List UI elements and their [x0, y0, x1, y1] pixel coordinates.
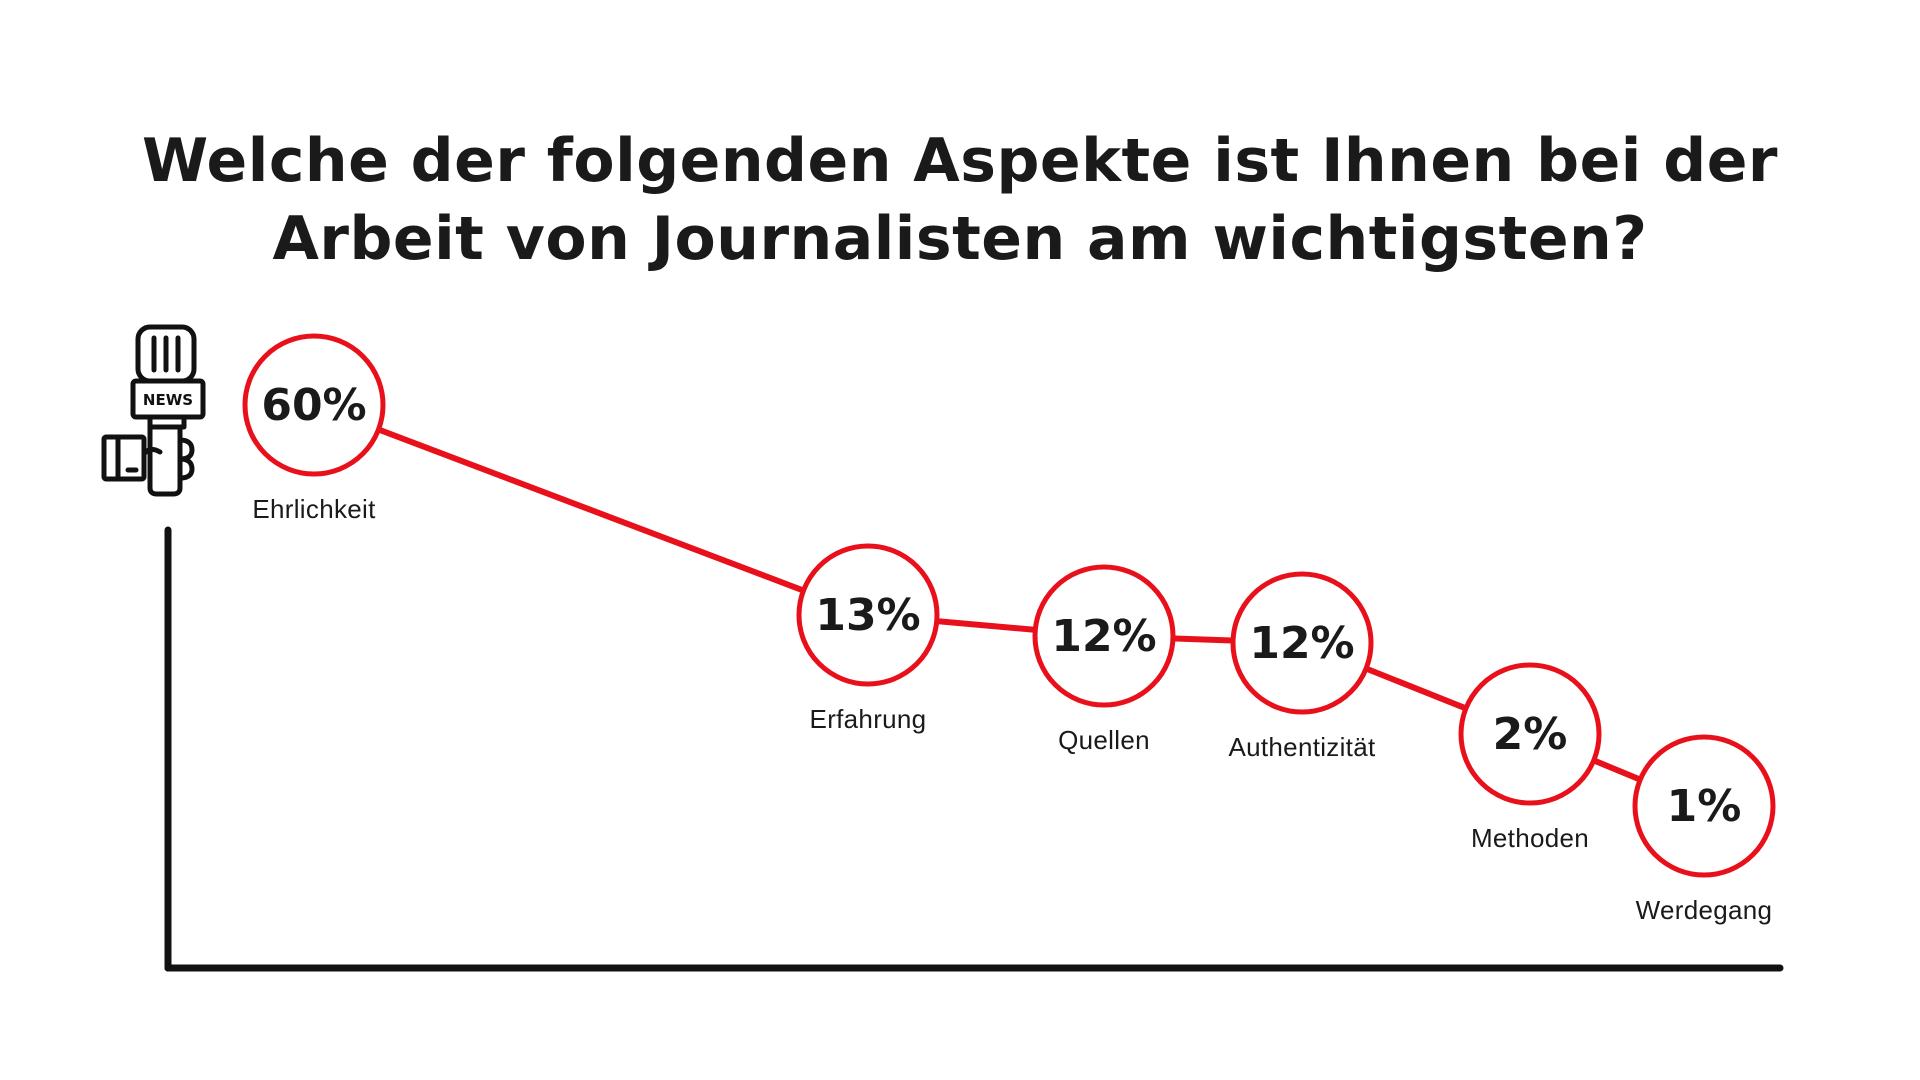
data-point: 12% Quellen	[1032, 564, 1176, 755]
category-label: Werdegang	[1636, 895, 1773, 925]
category-label: Quellen	[1058, 725, 1150, 755]
data-point-circle	[242, 333, 386, 477]
chart-title-line-1: Welche der folgenden Aspekte ist Ihnen b…	[142, 126, 1778, 196]
chart-title-line-2: Arbeit von Journalisten am wichtigsten?	[272, 204, 1648, 274]
data-label: 12%	[1051, 611, 1156, 662]
data-points: 60% Ehrlichkeit 13% Erfahrung 12% Quellen 12% A…	[242, 333, 1776, 925]
data-label: 13%	[815, 590, 920, 641]
data-point-circle	[1230, 571, 1374, 715]
data-point: 12% Authentizität	[1229, 571, 1376, 762]
data-point: 60% Ehrlichkeit	[242, 333, 386, 524]
category-label: Authentizität	[1229, 732, 1376, 762]
category-label: Methoden	[1471, 823, 1589, 853]
data-label: 12%	[1249, 618, 1354, 669]
data-label: 2%	[1493, 709, 1568, 760]
category-label: Erfahrung	[810, 704, 927, 734]
data-point-circle	[1458, 662, 1602, 806]
data-point: 1% Werdegang	[1632, 734, 1776, 925]
data-point-circle	[1032, 564, 1176, 708]
data-label: 1%	[1667, 781, 1742, 832]
data-point: 2% Methoden	[1458, 662, 1602, 853]
data-point: 13% Erfahrung	[796, 543, 940, 734]
data-label: 60%	[261, 380, 366, 431]
category-label: Ehrlichkeit	[252, 494, 376, 524]
data-point-circle	[1632, 734, 1776, 878]
news-microphone-icon: NEWS	[101, 324, 206, 497]
data-point-circle	[796, 543, 940, 687]
chart-title: Welche der folgenden Aspekte ist Ihnen b…	[0, 122, 1920, 278]
news-icon-text: NEWS	[143, 391, 193, 409]
